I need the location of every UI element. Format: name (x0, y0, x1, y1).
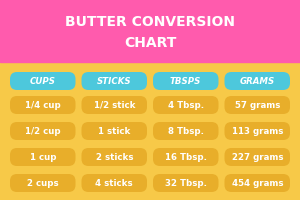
FancyBboxPatch shape (82, 72, 147, 90)
Text: 1 stick: 1 stick (98, 127, 130, 136)
Text: BUTTER CONVERSION: BUTTER CONVERSION (65, 15, 235, 29)
Text: 1/4 cup: 1/4 cup (25, 100, 61, 110)
FancyBboxPatch shape (82, 148, 147, 166)
Text: 57 grams: 57 grams (235, 100, 280, 110)
FancyBboxPatch shape (224, 122, 290, 140)
FancyBboxPatch shape (10, 148, 76, 166)
FancyBboxPatch shape (224, 174, 290, 192)
Text: 8 Tbsp.: 8 Tbsp. (168, 127, 204, 136)
Text: 32 Tbsp.: 32 Tbsp. (165, 178, 207, 188)
FancyBboxPatch shape (224, 72, 290, 90)
Text: 2 sticks: 2 sticks (95, 152, 133, 162)
Text: 113 grams: 113 grams (232, 127, 283, 136)
FancyBboxPatch shape (153, 72, 218, 90)
FancyBboxPatch shape (10, 122, 76, 140)
Text: 2 cups: 2 cups (27, 178, 58, 188)
FancyBboxPatch shape (10, 72, 76, 90)
Text: TBSPS: TBSPS (170, 76, 201, 86)
FancyBboxPatch shape (10, 96, 76, 114)
Text: 16 Tbsp.: 16 Tbsp. (165, 152, 207, 162)
Text: 4 sticks: 4 sticks (95, 178, 133, 188)
Text: 1/2 cup: 1/2 cup (25, 127, 61, 136)
FancyBboxPatch shape (153, 174, 218, 192)
FancyBboxPatch shape (153, 122, 218, 140)
FancyBboxPatch shape (10, 174, 76, 192)
Text: CHART: CHART (124, 36, 176, 50)
Text: 1 cup: 1 cup (29, 152, 56, 162)
Bar (0, 0, 300, 62)
FancyBboxPatch shape (224, 148, 290, 166)
FancyBboxPatch shape (82, 174, 147, 192)
FancyBboxPatch shape (153, 148, 218, 166)
Text: 454 grams: 454 grams (232, 178, 283, 188)
FancyBboxPatch shape (153, 96, 218, 114)
Text: 227 grams: 227 grams (232, 152, 283, 162)
FancyBboxPatch shape (224, 96, 290, 114)
FancyBboxPatch shape (82, 122, 147, 140)
Text: CUPS: CUPS (30, 76, 56, 86)
Text: GRAMS: GRAMS (240, 76, 275, 86)
Text: 1/2 stick: 1/2 stick (94, 100, 135, 110)
FancyBboxPatch shape (82, 96, 147, 114)
Text: STICKS: STICKS (97, 76, 132, 86)
Text: 4 Tbsp.: 4 Tbsp. (168, 100, 204, 110)
